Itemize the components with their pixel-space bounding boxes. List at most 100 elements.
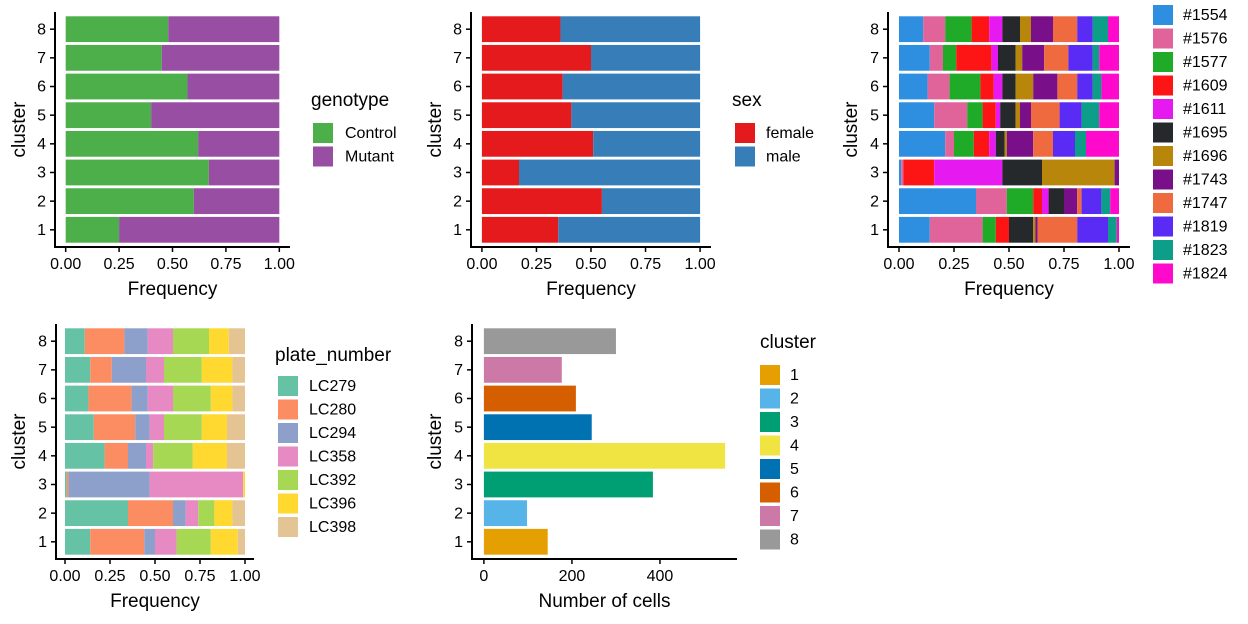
bar-segment [232, 356, 245, 383]
x-tick-label: 0.00 [50, 256, 81, 273]
y-tick-label: 6 [37, 79, 46, 96]
legend-label: female [766, 125, 814, 142]
legend-label: LC279 [309, 378, 356, 395]
y-tick-label: 8 [38, 333, 47, 350]
bar-segment [945, 16, 972, 43]
bar-segment [65, 500, 128, 527]
x-axis-title: Frequency [546, 279, 636, 300]
bar-segment [995, 216, 1009, 243]
bar-segment [131, 385, 148, 412]
bar-segment [173, 500, 186, 527]
legend-label: LC392 [309, 472, 356, 489]
bar-segment [1042, 159, 1115, 186]
bar [483, 528, 548, 555]
bar [483, 500, 528, 527]
bar-segment [927, 73, 950, 100]
bar-segment [149, 414, 164, 441]
bar-segment [481, 44, 591, 71]
legend-key [1153, 99, 1173, 119]
bar-segment [562, 73, 701, 100]
bar-segment [591, 44, 701, 71]
bar-segment [956, 44, 992, 71]
bar-segment [899, 188, 976, 215]
x-tick-label: 0 [479, 568, 488, 585]
bar-segment [65, 16, 169, 43]
legend-key [760, 506, 780, 526]
bar-segment [481, 73, 563, 100]
bar [483, 356, 562, 383]
y-tick-label: 7 [453, 50, 462, 67]
bar-segment [1033, 216, 1036, 243]
bar-segment [1009, 216, 1034, 243]
legend-key [760, 412, 780, 432]
y-tick-label: 4 [870, 136, 879, 153]
bar-segment [949, 73, 981, 100]
y-tick-label: 1 [37, 222, 46, 239]
bar-segment [1077, 16, 1093, 43]
bar-segment [1092, 44, 1100, 71]
bar-segment [1035, 216, 1038, 243]
x-tick-label: 1.00 [229, 568, 260, 585]
bar-segment [1108, 216, 1117, 243]
bar-segment [176, 528, 211, 555]
bar-segment [1086, 130, 1119, 157]
bar-segment [1037, 216, 1078, 243]
bar-segment [201, 414, 227, 441]
y-tick-label: 6 [870, 79, 879, 96]
bar-segment [237, 528, 245, 555]
bar-segment [65, 44, 162, 71]
legend-label: #1554 [1183, 7, 1228, 24]
y-tick-label: 4 [37, 136, 46, 153]
bar-segment [1059, 102, 1082, 129]
bar-segment [481, 188, 602, 215]
bar-segment [899, 102, 935, 129]
bar-segment [185, 500, 199, 527]
legend-label: #1696 [1183, 148, 1228, 165]
bar-segment [65, 159, 209, 186]
y-tick-label: 7 [870, 50, 879, 67]
bar-segment [111, 356, 146, 383]
bar-segment [1022, 44, 1045, 71]
bar-segment [146, 442, 154, 469]
y-tick-label: 5 [38, 419, 47, 436]
bar-segment [1081, 188, 1102, 215]
legend-key [278, 493, 298, 514]
bar-segment [982, 216, 996, 243]
bar-segment [481, 159, 519, 186]
x-axis-title: Frequency [964, 279, 1054, 300]
x-tick-label: 1.00 [1103, 256, 1134, 273]
bar-segment [989, 16, 1003, 43]
legend-label: 4 [790, 438, 799, 455]
bar-segment [65, 188, 194, 215]
bar-segment [1033, 130, 1053, 157]
legend-label: 3 [790, 414, 799, 431]
legend-key [1153, 263, 1173, 284]
bar-segment [198, 500, 215, 527]
bar-segment [1077, 188, 1082, 215]
bar-segment [147, 328, 173, 355]
bar-segment [1081, 102, 1100, 129]
bar-segment [146, 356, 164, 383]
bar-segment [1044, 44, 1069, 71]
y-axis-title: cluster [9, 101, 30, 158]
bar-segment [243, 471, 245, 498]
y-tick-label: 5 [454, 419, 463, 436]
bar-segment [571, 102, 701, 129]
bar-segment [214, 500, 233, 527]
x-tick-label: 0.00 [466, 256, 497, 273]
bar-segment [155, 528, 177, 555]
legend-key [1153, 169, 1173, 190]
bar-segment [560, 16, 701, 43]
y-tick-label: 2 [453, 193, 462, 210]
legend-label: 7 [790, 508, 799, 525]
bar-segment [923, 16, 946, 43]
x-tick-label: 0.75 [1048, 256, 1079, 273]
bar-segment [128, 500, 173, 527]
bar-segment [934, 102, 968, 129]
bar-segment [90, 528, 145, 555]
legend-label: LC294 [309, 425, 356, 442]
bar-segment [1077, 216, 1108, 243]
bar-segment [601, 188, 701, 215]
x-tick-label: 0.50 [157, 256, 188, 273]
bar-segment [1068, 44, 1093, 71]
